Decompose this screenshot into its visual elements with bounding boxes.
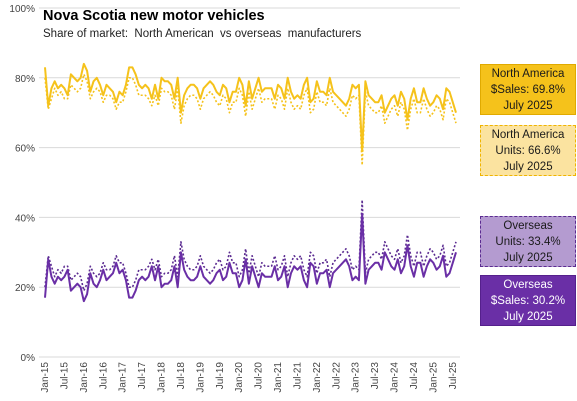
legend-overseas-sales: Overseas $Sales: 30.2% July 2025 (480, 275, 576, 326)
x-tick-label: Jul-23 (370, 362, 381, 390)
legend-os-sales-line3: July 2025 (503, 310, 553, 323)
x-tick-label: Jan-24 (390, 362, 401, 393)
x-tick-label: Jan-23 (351, 362, 362, 393)
x-tick-label: Jan-15 (40, 362, 51, 393)
legend-os-sales-line2: $Sales: 30.2% (490, 294, 566, 307)
y-tick-label: 100% (9, 4, 35, 15)
x-tick-label: Jul-17 (137, 362, 148, 390)
legend-os-sales-line1: Overseas (503, 278, 553, 291)
x-tick-label: Jul-15 (59, 362, 70, 390)
legend-na-units-line1: North America (491, 128, 565, 141)
legend-na-units-line2: Units: 66.6% (495, 144, 561, 157)
x-tick-label: Jan-19 (195, 362, 206, 393)
y-tick-label: 40% (15, 213, 35, 224)
x-tick-label: Jan-22 (312, 362, 323, 393)
x-tick-label: Jul-24 (409, 362, 420, 390)
chart-subtitle: Share of market: North American vs overs… (43, 28, 362, 40)
x-tick-label: Jul-25 (448, 362, 459, 390)
x-tick-label: Jan-18 (157, 362, 168, 393)
legend-na-sales-line3: July 2025 (503, 99, 553, 112)
legend-na-sales-line1: North America (491, 67, 565, 80)
legend-os-units-line1: Overseas (503, 219, 553, 232)
legend-north-america-units: North America Units: 66.6% July 2025 (480, 125, 576, 176)
y-tick-label: 0% (21, 353, 36, 364)
x-tick-label: Jan-20 (234, 362, 245, 393)
x-tick-label: Jan-25 (428, 362, 439, 393)
x-tick-label: Jul-20 (254, 362, 265, 390)
x-tick-label: Jan-17 (118, 362, 129, 393)
x-tick-label: Jul-18 (176, 362, 187, 390)
legend-os-units-line2: Units: 33.4% (495, 235, 561, 248)
y-tick-label: 60% (15, 144, 35, 155)
x-tick-label: Jan-16 (79, 362, 90, 393)
series-line-na-sales (44, 62, 457, 153)
legend-na-units-line3: July 2025 (503, 160, 553, 173)
legend-overseas-units: Overseas Units: 33.4% July 2025 (480, 216, 576, 267)
legend-na-sales-line2: $Sales: 69.8% (490, 83, 566, 96)
y-tick-label: 80% (15, 74, 35, 85)
x-tick-label: Jul-21 (292, 362, 303, 390)
y-tick-label: 20% (15, 283, 35, 294)
x-tick-label: Jan-21 (273, 362, 284, 393)
x-tick-label: Jul-16 (98, 362, 109, 390)
legend-os-units-line3: July 2025 (503, 251, 553, 264)
series-line-os-sales (44, 212, 457, 303)
x-tick-label: Jul-22 (331, 362, 342, 390)
legend-north-america-sales: North America $Sales: 69.8% July 2025 (480, 64, 576, 115)
chart-title: Nova Scotia new motor vehicles (43, 8, 265, 24)
x-tick-label: Jul-19 (215, 362, 226, 390)
